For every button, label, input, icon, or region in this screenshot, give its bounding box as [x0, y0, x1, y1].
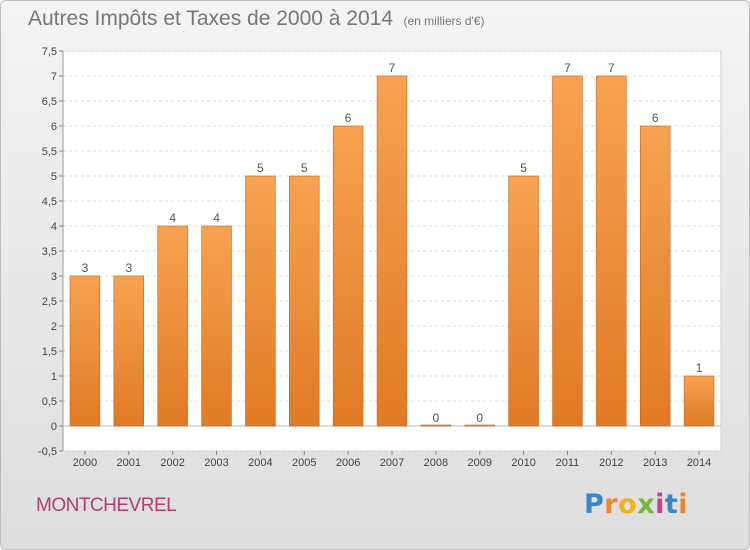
- y-tick-label: 7,5: [42, 46, 57, 58]
- logo-letter: o: [618, 489, 638, 520]
- data-label: 0: [433, 411, 440, 425]
- x-tick-label: 2001: [117, 457, 141, 469]
- y-tick-label: 4: [51, 221, 57, 233]
- logo-letter: x: [637, 489, 656, 520]
- data-label: 0: [476, 411, 483, 425]
- data-label: 7: [389, 61, 396, 75]
- data-label: 5: [257, 161, 264, 175]
- data-label: 4: [169, 211, 176, 225]
- bar: [201, 225, 232, 427]
- x-tick-label: 2005: [292, 457, 316, 469]
- y-tick-label: 1,5: [42, 346, 57, 358]
- data-label: 3: [125, 261, 132, 275]
- x-tick-label: 2000: [73, 457, 97, 469]
- x-tick-label: 2003: [204, 457, 228, 469]
- bar: [157, 225, 188, 427]
- x-tick-label: 2012: [599, 457, 623, 469]
- data-label: 5: [301, 161, 308, 175]
- chart-title: Autres Impôts et Taxes de 2000 à 2014 (e…: [28, 7, 484, 31]
- bar: [420, 424, 452, 427]
- y-tick-label: 7: [51, 71, 57, 83]
- y-tick-label: -0,5: [38, 446, 57, 458]
- commune-name: MONTCHEVREL: [36, 495, 177, 516]
- data-label: 6: [652, 111, 659, 125]
- x-tick-label: 2008: [424, 457, 448, 469]
- bar: [683, 375, 715, 427]
- logo-letter: r: [604, 489, 619, 520]
- data-label: 3: [82, 261, 89, 275]
- y-tick-label: 6,5: [42, 96, 57, 108]
- x-tick-label: 2014: [687, 457, 711, 469]
- y-tick-label: 5: [51, 171, 57, 183]
- y-tick-label: 3: [51, 271, 57, 283]
- x-tick-label: 2007: [380, 457, 404, 469]
- data-label: 4: [213, 211, 220, 225]
- title-text: Autres Impôts et Taxes de 2000 à 2014: [28, 7, 394, 30]
- logo-letter: P: [584, 489, 605, 520]
- y-tick-label: 2,5: [42, 296, 57, 308]
- x-tick-label: 2010: [511, 457, 535, 469]
- bar: [332, 125, 364, 427]
- x-tick-label: 2006: [336, 457, 360, 469]
- bar: [245, 175, 276, 427]
- data-label: 1: [696, 361, 703, 375]
- bar: [113, 275, 145, 427]
- bar: [639, 125, 671, 427]
- y-tick-label: 5,5: [42, 146, 57, 158]
- bar: [376, 75, 408, 427]
- bar: [69, 275, 101, 427]
- bar: [289, 175, 320, 427]
- y-tick-label: 3,5: [42, 246, 57, 258]
- proxiti-logo[interactable]: Proxiti: [584, 489, 688, 520]
- y-tick-label: 2: [51, 321, 57, 333]
- x-tick-label: 2011: [556, 457, 580, 469]
- y-tick-label: 0: [51, 421, 57, 433]
- bar: [552, 75, 583, 427]
- y-tick-label: 0,5: [42, 396, 57, 408]
- y-tick-label: 6: [51, 121, 57, 133]
- unit-note: (en milliers d'€): [403, 14, 485, 28]
- data-label: 5: [520, 161, 527, 175]
- bar: [508, 175, 539, 427]
- data-label: 6: [345, 111, 352, 125]
- x-tick-label: 2002: [160, 457, 184, 469]
- logo-letter: t: [664, 489, 679, 520]
- data-label: 7: [564, 61, 571, 75]
- x-tick-label: 2009: [467, 457, 491, 469]
- bar: [596, 75, 627, 427]
- logo-letter: i: [655, 489, 665, 520]
- y-tick-label: 1: [51, 371, 57, 383]
- x-tick-label: 2004: [248, 457, 272, 469]
- data-label: 7: [608, 61, 615, 75]
- bar: [464, 424, 495, 427]
- logo-letter: i: [678, 489, 689, 520]
- x-tick-label: 2013: [643, 457, 667, 469]
- y-tick-label: 4,5: [42, 196, 57, 208]
